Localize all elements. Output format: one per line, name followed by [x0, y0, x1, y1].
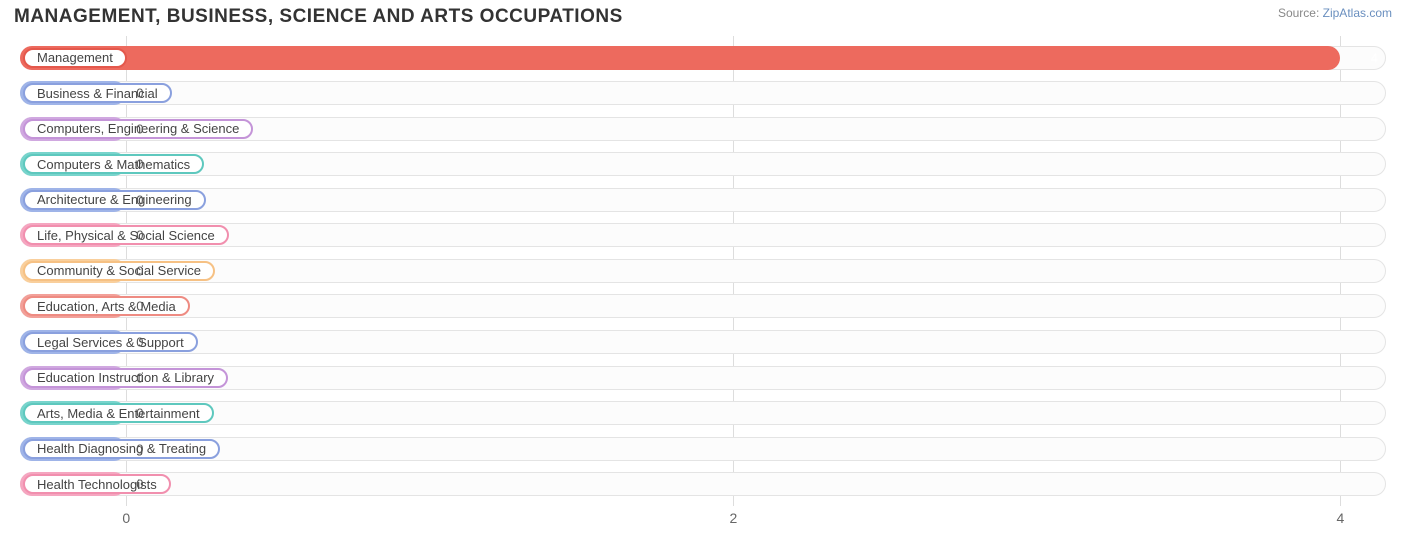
- bar-track: [20, 330, 1386, 354]
- value-label: 0: [136, 477, 143, 492]
- value-label: 0: [136, 370, 143, 385]
- bar-row: Health Technologists0: [20, 472, 1386, 496]
- x-tick-label: 0: [122, 510, 130, 526]
- bar-track: [20, 472, 1386, 496]
- chart-header: MANAGEMENT, BUSINESS, SCIENCE AND ARTS O…: [10, 6, 1396, 28]
- bar-track: [20, 259, 1386, 283]
- category-pill: Management: [23, 48, 127, 68]
- category-pill: Education, Arts & Media: [23, 296, 190, 316]
- value-label: 0: [136, 121, 143, 136]
- bar-row: Arts, Media & Entertainment0: [20, 401, 1386, 425]
- bars-wrap: Management4Business & Financial0Computer…: [20, 40, 1386, 502]
- bar-track: [20, 188, 1386, 212]
- category-pill: Health Diagnosing & Treating: [23, 439, 220, 459]
- bar-row: Management 4: [20, 46, 1386, 70]
- bar-row: Education Instruction & Library0: [20, 366, 1386, 390]
- value-label: 0: [136, 228, 143, 243]
- value-label: 0: [136, 86, 143, 101]
- bar-track: [20, 401, 1386, 425]
- x-tick-label: 4: [1337, 510, 1345, 526]
- bar-row: Computers, Engineering & Science0: [20, 117, 1386, 141]
- bar-track: [20, 81, 1386, 105]
- bar-row: Community & Social Service0: [20, 259, 1386, 283]
- category-pill: Health Technologists: [23, 474, 171, 494]
- bar-row: Legal Services & Support0: [20, 330, 1386, 354]
- category-pill: Arts, Media & Entertainment: [23, 403, 214, 423]
- source-link[interactable]: ZipAtlas.com: [1323, 6, 1392, 20]
- bar-fill: [20, 46, 1340, 70]
- category-pill: Architecture & Engineering: [23, 190, 206, 210]
- bar-track: [20, 437, 1386, 461]
- value-label: 0: [136, 192, 143, 207]
- category-pill: Computers & Mathematics: [23, 154, 204, 174]
- value-label: 0: [136, 441, 143, 456]
- bar-row: Health Diagnosing & Treating0: [20, 437, 1386, 461]
- bar-row: Life, Physical & Social Science0: [20, 223, 1386, 247]
- bar-row: Business & Financial0: [20, 81, 1386, 105]
- category-pill: Education Instruction & Library: [23, 368, 228, 388]
- source-prefix: Source:: [1278, 6, 1323, 20]
- bar-row: Education, Arts & Media0: [20, 294, 1386, 318]
- x-tick-label: 2: [729, 510, 737, 526]
- value-label: 0: [136, 335, 143, 350]
- category-pill: Community & Social Service: [23, 261, 215, 281]
- value-label: 4: [1371, 50, 1378, 65]
- category-pill: Life, Physical & Social Science: [23, 225, 229, 245]
- chart-title: MANAGEMENT, BUSINESS, SCIENCE AND ARTS O…: [14, 6, 623, 28]
- bar-track: [20, 152, 1386, 176]
- bar-track: [20, 294, 1386, 318]
- category-pill: Legal Services & Support: [23, 332, 198, 352]
- value-label: 0: [136, 299, 143, 314]
- chart-source: Source: ZipAtlas.com: [1278, 6, 1392, 22]
- plot-area: 024Management4Business & Financial0Compu…: [20, 36, 1386, 526]
- chart-container: MANAGEMENT, BUSINESS, SCIENCE AND ARTS O…: [0, 0, 1406, 558]
- value-label: 0: [136, 406, 143, 421]
- bar-row: Architecture & Engineering0: [20, 188, 1386, 212]
- value-label: 0: [136, 263, 143, 278]
- value-label: 0: [136, 157, 143, 172]
- bar-row: Computers & Mathematics0: [20, 152, 1386, 176]
- category-pill: Business & Financial: [23, 83, 172, 103]
